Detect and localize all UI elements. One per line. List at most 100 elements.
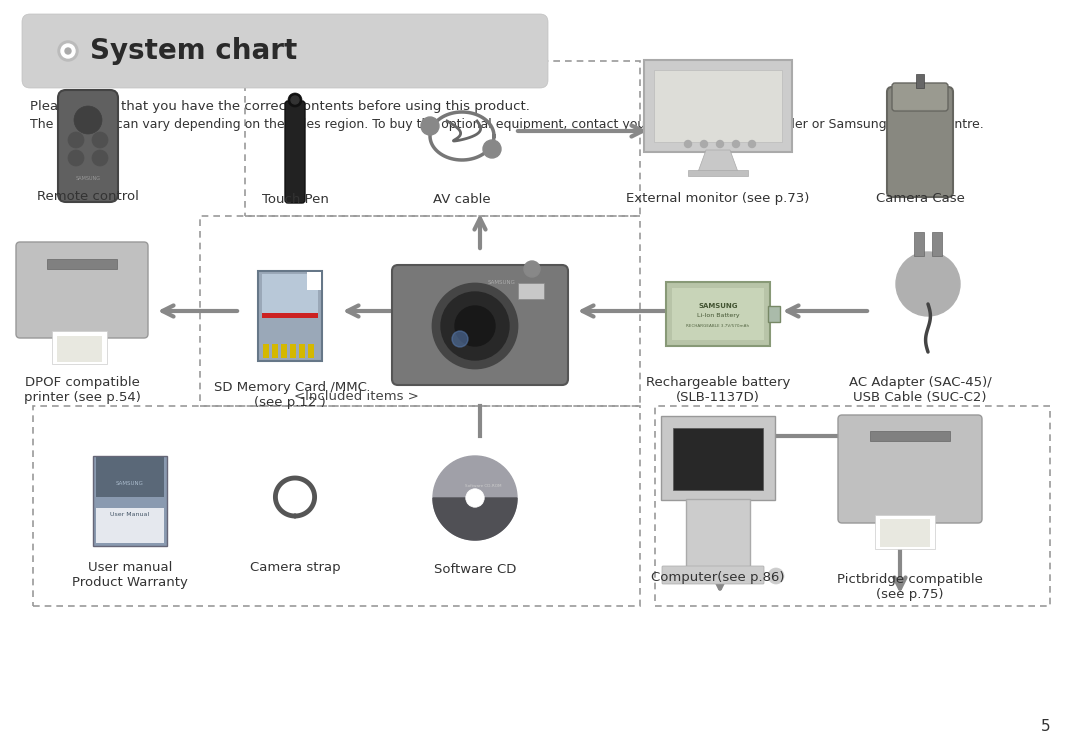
Bar — [875, 515, 935, 549]
Bar — [654, 406, 1050, 606]
Circle shape — [68, 150, 84, 166]
Circle shape — [716, 140, 724, 148]
Bar — [262, 274, 318, 314]
Text: Rechargeable battery
(SLB-1137D): Rechargeable battery (SLB-1137D) — [646, 376, 791, 404]
Circle shape — [75, 106, 102, 134]
FancyBboxPatch shape — [93, 456, 167, 546]
Bar — [264, 344, 269, 358]
Bar — [96, 508, 164, 543]
Bar — [870, 431, 950, 441]
Bar — [768, 306, 780, 322]
Circle shape — [896, 252, 960, 316]
Circle shape — [685, 140, 691, 148]
FancyBboxPatch shape — [661, 416, 775, 500]
Bar — [654, 70, 782, 142]
Circle shape — [768, 568, 784, 584]
Text: Computer(see p.86): Computer(see p.86) — [651, 571, 785, 584]
Bar — [96, 457, 164, 497]
Circle shape — [441, 292, 509, 360]
Text: 5: 5 — [1040, 719, 1050, 734]
Circle shape — [60, 44, 75, 58]
Text: Software CD-ROM: Software CD-ROM — [464, 484, 501, 488]
Text: External monitor (see p.73): External monitor (see p.73) — [626, 192, 810, 205]
Text: User manual
Product Warranty: User manual Product Warranty — [72, 561, 188, 589]
Circle shape — [455, 306, 495, 346]
Circle shape — [524, 261, 540, 277]
Bar — [52, 331, 107, 364]
FancyBboxPatch shape — [686, 499, 750, 568]
FancyBboxPatch shape — [285, 101, 305, 203]
Circle shape — [92, 132, 108, 148]
Text: <Included items >: <Included items > — [294, 390, 419, 403]
FancyBboxPatch shape — [258, 271, 322, 361]
FancyBboxPatch shape — [892, 83, 948, 111]
Text: Camera strap: Camera strap — [249, 561, 340, 574]
Circle shape — [483, 140, 501, 158]
Bar — [672, 288, 764, 340]
FancyBboxPatch shape — [666, 282, 770, 346]
Text: The contents can vary depending on the sales region. To buy the optional equipme: The contents can vary depending on the s… — [30, 118, 984, 131]
Bar — [281, 344, 287, 358]
Text: System chart: System chart — [90, 37, 297, 65]
Text: Remote control: Remote control — [37, 190, 139, 203]
Bar — [48, 259, 117, 269]
Text: DPOF compatible
printer (see p.54): DPOF compatible printer (see p.54) — [24, 376, 140, 404]
Bar — [914, 232, 924, 256]
Bar — [33, 406, 640, 606]
FancyBboxPatch shape — [838, 415, 982, 523]
Text: User Manual: User Manual — [110, 512, 149, 517]
Circle shape — [453, 331, 468, 347]
Text: SAMSUNG: SAMSUNG — [76, 175, 100, 181]
FancyBboxPatch shape — [662, 566, 764, 584]
Bar — [299, 344, 305, 358]
Text: AC Adapter (SAC-45)/
USB Cable (SUC-C2): AC Adapter (SAC-45)/ USB Cable (SUC-C2) — [849, 376, 991, 404]
Polygon shape — [433, 498, 517, 540]
Circle shape — [433, 284, 517, 368]
Text: Camera Case: Camera Case — [876, 192, 964, 205]
Text: SAMSUNG: SAMSUNG — [699, 303, 738, 309]
FancyBboxPatch shape — [392, 265, 568, 385]
Polygon shape — [698, 150, 738, 172]
Text: Li-Ion Battery: Li-Ion Battery — [697, 313, 740, 319]
FancyBboxPatch shape — [22, 14, 548, 88]
Circle shape — [748, 140, 756, 148]
Text: AV cable: AV cable — [433, 193, 490, 206]
Bar — [272, 344, 278, 358]
FancyBboxPatch shape — [58, 90, 118, 202]
Circle shape — [433, 456, 517, 540]
Bar — [688, 170, 748, 176]
Text: SD Memory Card /MMC
(see p.12 ): SD Memory Card /MMC (see p.12 ) — [214, 381, 366, 409]
Bar — [308, 344, 314, 358]
Circle shape — [732, 140, 740, 148]
Bar — [673, 428, 762, 490]
Bar — [916, 74, 924, 88]
Text: Touch Pen: Touch Pen — [261, 193, 328, 206]
Text: SAMSUNG: SAMSUNG — [116, 481, 144, 486]
Bar — [307, 272, 321, 290]
FancyBboxPatch shape — [644, 60, 792, 152]
Bar — [932, 232, 942, 256]
Circle shape — [68, 132, 84, 148]
Circle shape — [92, 150, 108, 166]
Bar — [262, 313, 318, 318]
Bar — [57, 336, 102, 362]
Bar — [880, 519, 930, 547]
FancyBboxPatch shape — [16, 242, 148, 338]
Text: RECHARGEABLE 3.7V/570mAh: RECHARGEABLE 3.7V/570mAh — [687, 324, 750, 328]
Bar — [291, 344, 296, 358]
Text: Pictbridge compatible
(see p.75): Pictbridge compatible (see p.75) — [837, 573, 983, 601]
Bar — [200, 216, 640, 406]
Circle shape — [421, 117, 438, 135]
Circle shape — [58, 41, 78, 61]
Text: SAMSUNG: SAMSUNG — [488, 280, 516, 286]
Circle shape — [288, 93, 302, 107]
Bar — [245, 61, 640, 216]
Text: Software CD: Software CD — [434, 563, 516, 576]
Bar — [518, 283, 544, 299]
FancyBboxPatch shape — [887, 87, 953, 197]
Circle shape — [701, 140, 707, 148]
Circle shape — [291, 96, 299, 104]
Circle shape — [465, 489, 484, 507]
Text: Please check that you have the correct contents before using this product.: Please check that you have the correct c… — [30, 100, 530, 113]
Circle shape — [65, 48, 71, 54]
